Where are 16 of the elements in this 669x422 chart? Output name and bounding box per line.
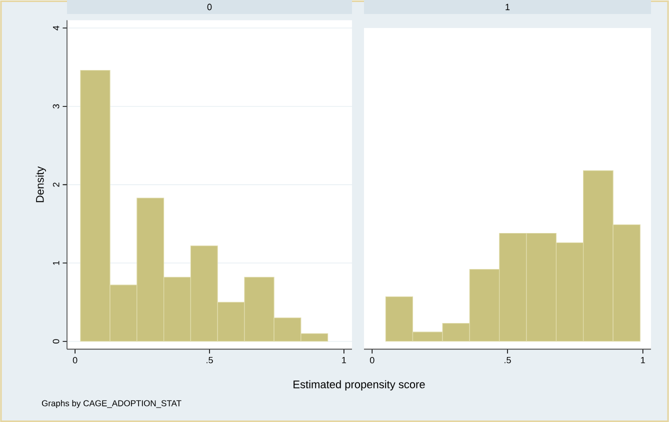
y-axis-title: Density: [36, 166, 46, 202]
x-tick-label: .5: [206, 356, 213, 364]
x-tick-label: 1: [342, 356, 346, 364]
x-tick-label: 0: [370, 356, 374, 364]
x-axis-title: Estimated propensity score: [294, 380, 425, 390]
text: Graphs by CAGE_ADOPTION_STAT: [42, 400, 182, 408]
chart-title: 1: [506, 4, 510, 10]
x-tick-label: .5: [504, 356, 511, 364]
x-tick-label: 1: [641, 356, 645, 364]
x-tick-label: 0: [72, 356, 78, 364]
y-tick-label: 2: [52, 182, 60, 187]
y-tick-label: 1: [53, 260, 60, 265]
y-tick-label: 0: [52, 339, 60, 344]
y-tick-label: 3: [52, 104, 60, 108]
y-tick-label: 4: [53, 26, 60, 30]
chart-title: 0: [207, 4, 212, 10]
